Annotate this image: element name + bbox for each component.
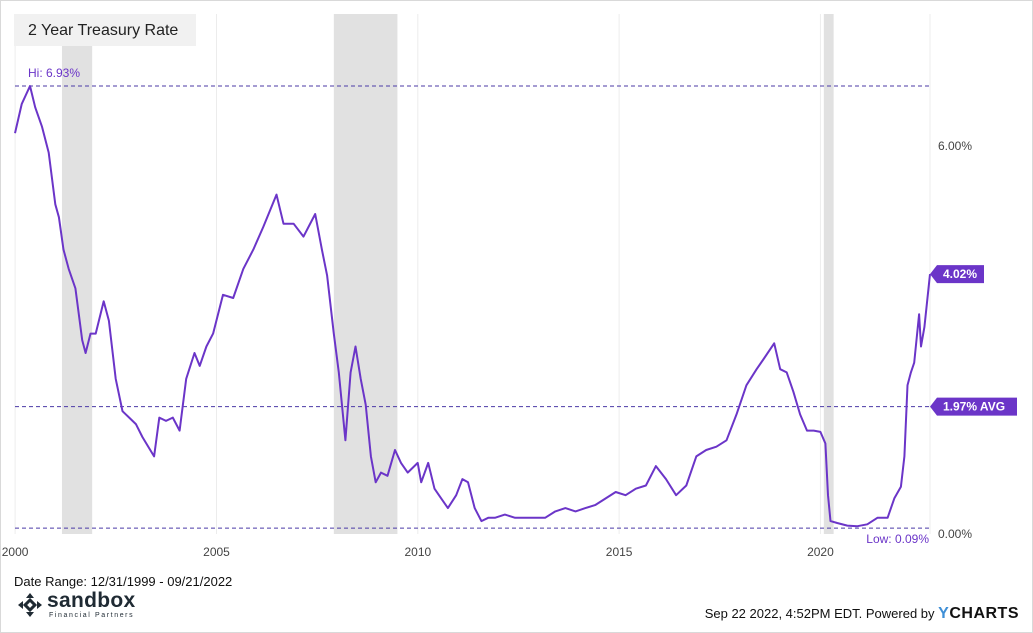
recession-band-0 <box>61 14 93 534</box>
recession-band-1 <box>333 14 398 534</box>
date-range-label: Date Range: 12/31/1999 - 09/21/2022 <box>14 574 233 589</box>
logo-subtitle: Financial Partners <box>49 612 135 619</box>
ycharts-brand-y: Y <box>938 605 950 622</box>
sandbox-logo: sandbox Financial Partners <box>18 589 178 624</box>
recession-band-2 <box>823 14 834 534</box>
x-tick-label: 2010 <box>404 545 431 559</box>
ycharts-brand-rest: CHARTS <box>949 605 1019 622</box>
footer-credit: Sep 22 2022, 4:52PM EDT. Powered by YCHA… <box>705 605 1019 623</box>
series-line <box>14 85 931 528</box>
avg-label: 1.97% AVG <box>943 400 1005 414</box>
last-value-label: 4.02% <box>943 267 977 281</box>
y-tick-label: 6.00% <box>938 139 972 153</box>
ycharts-link[interactable]: YCHARTS <box>938 605 1019 622</box>
footer-powered-by: Powered by <box>865 606 935 621</box>
logo-name: sandbox <box>47 589 136 612</box>
low-label: Low: 0.09% <box>866 532 929 546</box>
logo-arrows-icon <box>18 593 42 617</box>
x-tick-label: 2020 <box>807 545 834 559</box>
x-tick-label: 2005 <box>203 545 230 559</box>
x-tick-label: 2000 <box>2 545 29 559</box>
chart-title: 2 Year Treasury Rate <box>28 22 179 39</box>
y-tick-label: 0.00% <box>938 527 972 541</box>
last-value-badge <box>930 265 984 284</box>
x-tick-label: 2015 <box>606 545 633 559</box>
chart-title-box: 2 Year Treasury Rate <box>14 14 196 46</box>
hi-label: Hi: 6.93% <box>28 66 80 80</box>
footer-timestamp: Sep 22 2022, 4:52PM EDT. <box>704 606 863 621</box>
avg-badge <box>930 397 1017 416</box>
